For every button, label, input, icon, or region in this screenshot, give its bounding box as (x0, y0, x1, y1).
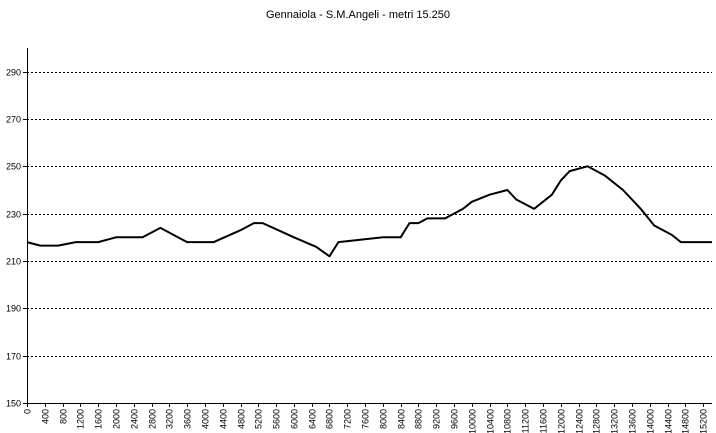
x-tick-label-10800: 10800 (503, 409, 513, 433)
x-tick-label-9600: 9600 (450, 409, 460, 429)
series-line-0 (26, 165, 712, 258)
x-tick-label-3200: 3200 (165, 409, 175, 429)
x-tick-label-2000: 2000 (112, 409, 122, 429)
x-tick-label-12400: 12400 (575, 409, 585, 433)
x-tick-label-12800: 12800 (592, 409, 602, 433)
x-tick-label-13600: 13600 (628, 409, 638, 433)
x-tick-label-6800: 6800 (325, 409, 335, 429)
x-tick-label-800: 800 (59, 409, 69, 424)
x-tick-label-2800: 2800 (148, 409, 158, 429)
x-tick-label-6400: 6400 (308, 409, 318, 429)
x-tick-label-15200: 15200 (699, 409, 709, 433)
x-tick-label-4400: 4400 (219, 409, 229, 429)
x-tick-label-6000: 6000 (290, 409, 300, 429)
x-tick-label-13200: 13200 (610, 409, 620, 433)
y-tick-labels: 150 170 190 210 230 250 270 290 (6, 68, 21, 409)
x-tick-labels: 0 400 800 1200 1600 2000 2400 2800 3200 3600 4000 4… (23, 409, 709, 433)
x-tick-label-3600: 3600 (183, 409, 193, 429)
x-tick-label-7200: 7200 (343, 409, 353, 429)
x-tick-label-8400: 8400 (397, 409, 407, 429)
x-tick-label-8800: 8800 (414, 409, 424, 429)
x-tick-label-14400: 14400 (664, 409, 674, 433)
x-tick-label-1200: 1200 (76, 409, 86, 429)
y-tick-label-290: 290 (6, 68, 21, 78)
x-tick-label-14000: 14000 (646, 409, 656, 433)
y-tick-label-230: 230 (6, 210, 21, 220)
x-tick-label-5600: 5600 (272, 409, 282, 429)
x-tick-label-400: 400 (41, 409, 51, 424)
y-tick-label-210: 210 (6, 257, 21, 267)
y-tick-label-190: 190 (6, 304, 21, 314)
x-tick-label-14800: 14800 (681, 409, 691, 433)
x-tick-label-12000: 12000 (557, 409, 567, 433)
x-tick-label-11200: 11200 (521, 409, 531, 433)
gridlines (27, 72, 712, 357)
x-tick-label-0: 0 (23, 409, 33, 414)
x-tick-label-10000: 10000 (468, 409, 478, 433)
x-tick-label-1600: 1600 (94, 409, 104, 429)
axes (23, 48, 712, 407)
x-tick-label-2400: 2400 (130, 409, 140, 429)
x-tick-label-8000: 8000 (379, 409, 389, 429)
y-tick-label-150: 150 (6, 399, 21, 409)
x-tick-label-4000: 4000 (201, 409, 211, 429)
x-tick-label-7600: 7600 (361, 409, 371, 429)
y-tick-label-250: 250 (6, 162, 21, 172)
y-tick-label-170: 170 (6, 352, 21, 362)
x-tick-label-9200: 9200 (432, 409, 442, 429)
series-lines (26, 165, 712, 258)
x-tick-label-10400: 10400 (486, 409, 496, 433)
x-tick-label-11600: 11600 (539, 409, 549, 433)
y-tick-label-270: 270 (6, 115, 21, 125)
x-tick-label-4800: 4800 (237, 409, 247, 429)
x-tick-label-5200: 5200 (254, 409, 264, 429)
chart-title: Gennaiola - S.M.Angeli - metri 15.250 (265, 9, 451, 21)
